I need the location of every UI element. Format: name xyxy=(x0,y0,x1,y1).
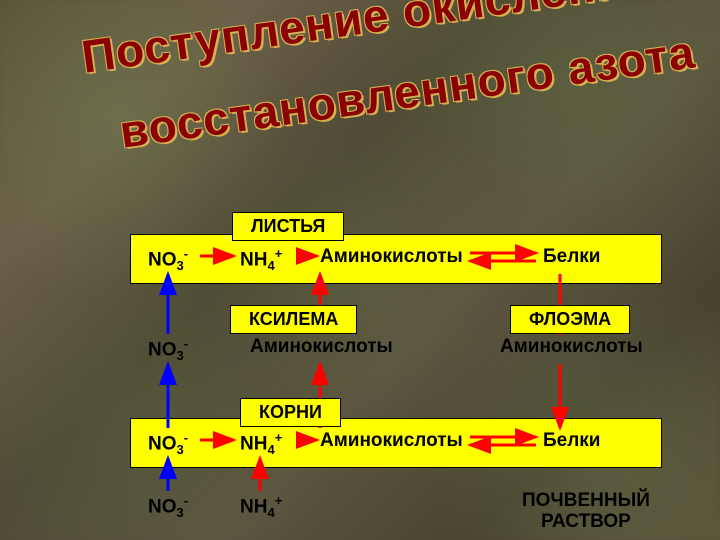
soil-no3: NO3- xyxy=(148,493,188,520)
soil-nh4: NH4+ xyxy=(240,493,282,520)
phloem-label: ФЛОЭМА xyxy=(510,305,630,334)
xylem-amino: Аминокислоты xyxy=(250,336,393,358)
phloem-amino: Аминокислоты xyxy=(500,336,643,358)
xylem-no3: NO3- xyxy=(148,336,188,363)
roots-no3: NO3- xyxy=(148,430,188,457)
soil-label: ПОЧВЕННЫЙРАСТВОР xyxy=(522,491,650,533)
roots-amino: Аминокислоты xyxy=(320,430,463,452)
leaves-label: ЛИСТЬЯ xyxy=(232,212,344,241)
roots-protein: Белки xyxy=(543,430,600,452)
leaves-amino: Аминокислоты xyxy=(320,246,463,268)
leaves-no3: NO3- xyxy=(148,246,188,273)
roots-label: КОРНИ xyxy=(240,398,341,427)
roots-nh4: NH4+ xyxy=(240,430,282,457)
leaves-protein: Белки xyxy=(543,246,600,268)
xylem-label: КСИЛЕМА xyxy=(230,305,357,334)
diagram-stage: Поступление окисленного восстановленного… xyxy=(0,0,720,540)
leaves-nh4: NH4+ xyxy=(240,246,282,273)
